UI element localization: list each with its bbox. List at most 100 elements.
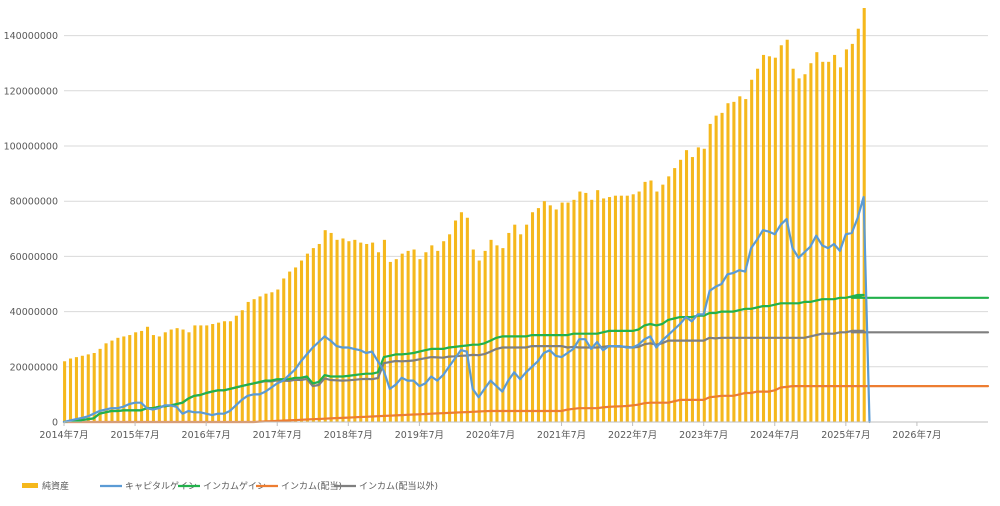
bar: [394, 259, 398, 422]
legend-label: キャピタルゲイン: [125, 480, 197, 492]
bar: [234, 315, 238, 422]
bar: [637, 191, 641, 422]
bar: [305, 253, 309, 422]
bar: [779, 45, 783, 422]
bar: [584, 192, 588, 422]
bar: [767, 56, 771, 423]
bar: [63, 361, 67, 422]
bar: [631, 194, 635, 422]
bar: [128, 335, 132, 422]
bar: [264, 293, 268, 422]
bar: [566, 202, 570, 422]
x-tick-label: 2026年7月: [892, 429, 941, 441]
y-tick-label: 40000000: [10, 307, 58, 318]
bar: [74, 357, 78, 422]
bar: [477, 260, 481, 422]
bar: [335, 239, 339, 422]
bar: [548, 205, 552, 422]
bar: [453, 220, 458, 422]
y-tick-label: 0: [52, 418, 58, 429]
bar: [68, 358, 73, 422]
bar: [430, 245, 434, 422]
bar: [134, 332, 138, 422]
y-tick-label: 80000000: [10, 197, 58, 208]
bar: [163, 332, 167, 422]
bar: [406, 250, 410, 422]
bar: [240, 310, 244, 422]
bar: [643, 181, 647, 422]
capital-gain-line: [62, 196, 871, 424]
legend-label: インカム(配当): [281, 480, 342, 492]
bar: [104, 343, 108, 422]
bar: [282, 278, 286, 422]
bar: [151, 335, 155, 422]
bar: [252, 299, 256, 422]
bar: [116, 337, 120, 422]
x-tick-label: 2020年7月: [466, 429, 515, 441]
bar: [228, 321, 232, 422]
bar: [388, 261, 392, 422]
y-axis-ticks: 0 20000000 40000000 60000000 80000000 1000000…: [4, 31, 58, 428]
bar: [412, 249, 416, 422]
bar: [856, 28, 860, 422]
bar: [211, 324, 215, 422]
x-tick-label: 2017年7月: [253, 429, 302, 441]
bar: [554, 209, 558, 422]
bar: [720, 112, 724, 422]
legend-item-dividend-income: インカム(配当): [256, 480, 342, 492]
bar: [519, 234, 523, 422]
bar: [157, 336, 161, 422]
bar: [590, 199, 594, 422]
legend-item-other-income: インカム(配当以外): [334, 480, 438, 492]
bar: [714, 115, 718, 422]
bar: [507, 232, 511, 422]
bar: [169, 329, 173, 422]
bar: [536, 208, 540, 422]
y-tick-label: 120000000: [4, 86, 58, 97]
bar: [459, 212, 463, 422]
bar: [838, 67, 843, 422]
bar: [270, 292, 274, 422]
bar: [530, 212, 535, 422]
legend-label: インカム(配当以外): [359, 480, 438, 492]
bar: [323, 230, 327, 422]
x-tick-label: 2021年7月: [537, 429, 586, 441]
bar: [596, 190, 600, 422]
x-tick-label: 2019年7月: [395, 429, 444, 441]
bar: [483, 250, 487, 422]
bar: [607, 197, 612, 422]
bar: [750, 79, 754, 422]
bar: [110, 340, 114, 422]
bar: [140, 330, 144, 422]
bar: [359, 242, 363, 422]
bar: [803, 74, 807, 423]
bar: [738, 96, 742, 422]
y-tick-label: 60000000: [10, 252, 58, 263]
bar-series: [63, 8, 866, 423]
bar: [187, 332, 191, 422]
bar: [673, 168, 677, 422]
bar: [525, 224, 529, 422]
bar: [667, 176, 671, 422]
x-tick-label: 2018年7月: [324, 429, 373, 441]
bar: [602, 198, 606, 422]
bar: [371, 242, 375, 422]
bar: [791, 68, 795, 422]
bar: [744, 99, 748, 422]
bar: [86, 354, 90, 422]
bar: [761, 54, 766, 423]
bar: [827, 61, 831, 422]
bar: [276, 289, 280, 422]
bar: [619, 195, 623, 422]
bar: [436, 250, 440, 422]
bar: [471, 249, 475, 422]
bar: [797, 78, 801, 422]
bar: [258, 296, 262, 422]
bar: [613, 195, 617, 422]
bar: [679, 159, 683, 423]
bar: [572, 199, 576, 422]
legend: 純資産 キャピタルゲイン インカムゲイン インカム(配当) インカム(配当以外): [22, 480, 438, 492]
bar: [649, 180, 653, 422]
bar: [489, 239, 493, 422]
